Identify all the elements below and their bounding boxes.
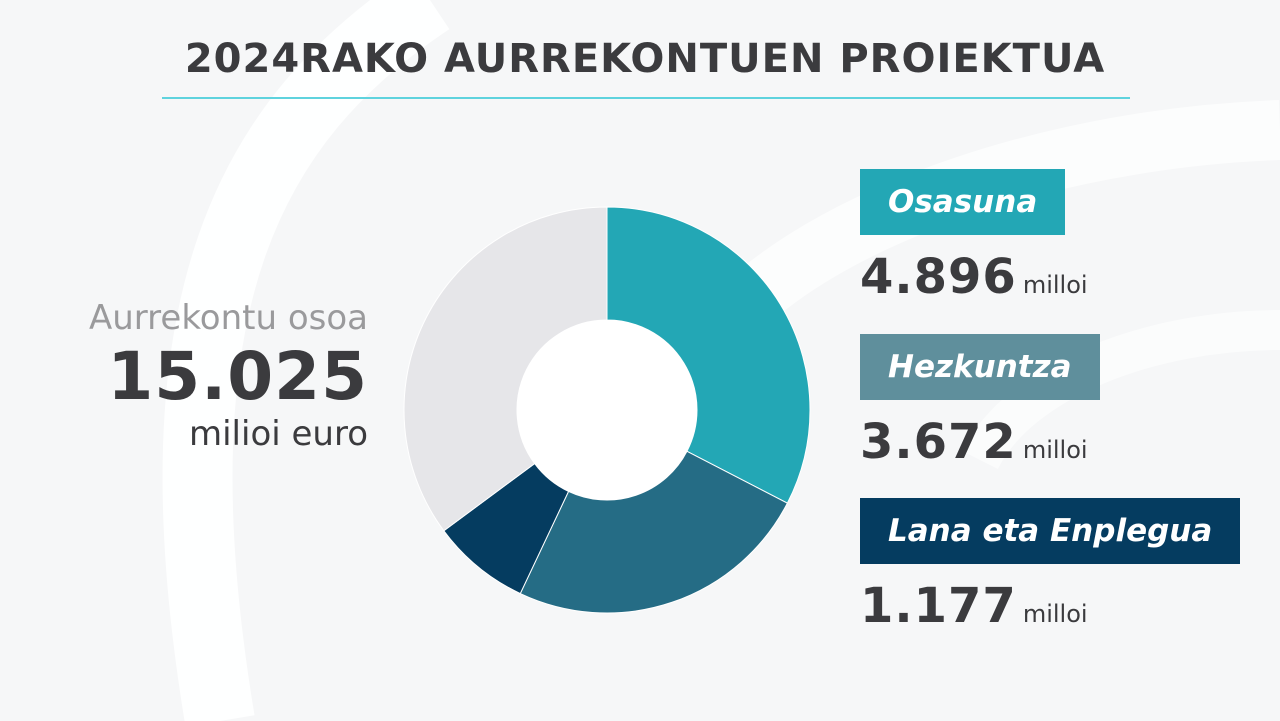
total-label: Aurrekontu osoa [88,298,368,338]
legend-value-row: 4.896 milloi [860,249,1088,305]
legend-tag-hezkuntza: Hezkuntza [860,334,1100,400]
legend-unit-lana: milloi [1022,600,1088,628]
legend-item-lana: Lana eta Enplegua 1.177 milloi [860,498,1241,634]
legend-tag-lana: Lana eta Enplegua [860,498,1241,564]
donut-chart [403,206,811,614]
legend-item-osasuna: Osasuna 4.896 milloi [860,169,1088,305]
legend-value-lana: 1.177 [860,578,1017,634]
page-title: 2024RAKO AURREKONTUEN PROIEKTUA [184,36,1106,82]
legend-item-hezkuntza: Hezkuntza 3.672 milloi [860,334,1100,470]
legend-unit-osasuna: milloi [1022,271,1088,299]
legend-unit-hezkuntza: milloi [1022,436,1088,464]
donut-hole [517,320,697,500]
legend-value-row: 3.672 milloi [860,414,1100,470]
total-unit: milioi euro [188,414,368,454]
title-underline [162,97,1130,99]
legend-value-osasuna: 4.896 [860,249,1017,305]
legend-value-row: 1.177 milloi [860,578,1240,634]
legend-value-hezkuntza: 3.672 [860,414,1017,470]
total-budget-block: Aurrekontu osoa 15.025 milioi euro [89,296,368,454]
legend-tag-osasuna: Osasuna [860,169,1066,235]
total-value: 15.025 [107,338,368,415]
